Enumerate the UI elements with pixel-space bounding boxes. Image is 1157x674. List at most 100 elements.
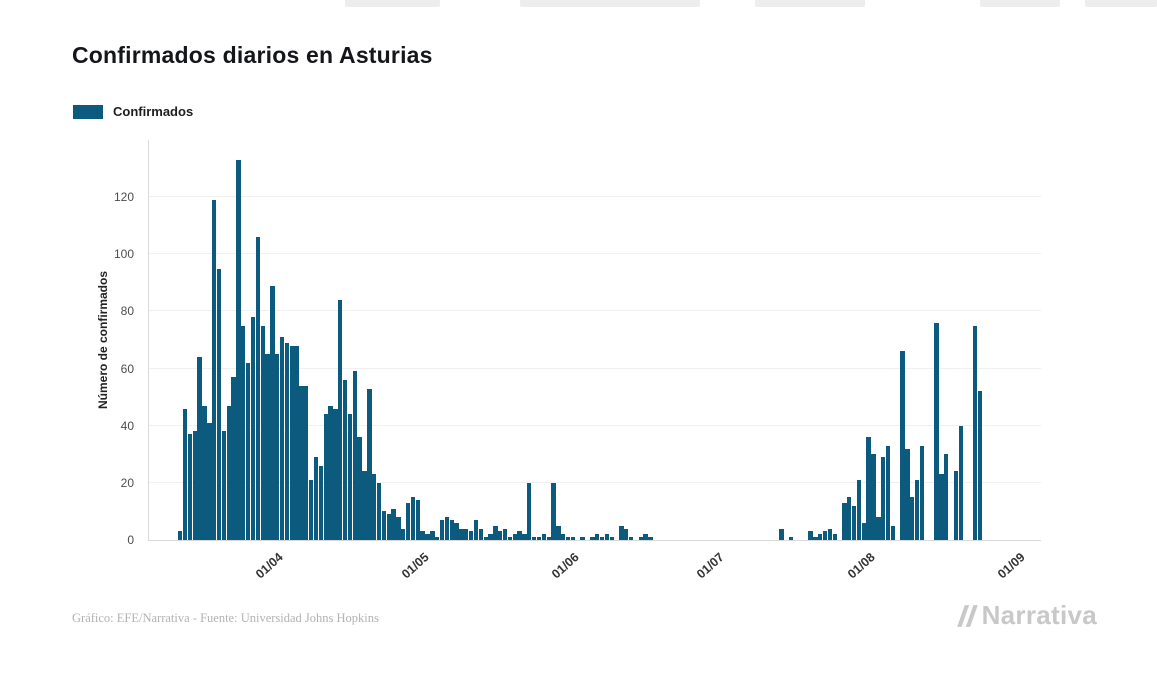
bar[interactable] xyxy=(202,405,207,540)
bar[interactable] xyxy=(546,537,551,540)
bar[interactable] xyxy=(464,528,469,540)
bar[interactable] xyxy=(483,537,488,540)
bar[interactable] xyxy=(914,480,920,540)
bar[interactable] xyxy=(590,537,595,540)
bar[interactable] xyxy=(488,534,493,540)
bar[interactable] xyxy=(536,537,542,540)
bar[interactable] xyxy=(284,342,290,540)
bar[interactable] xyxy=(934,322,939,540)
bar[interactable] xyxy=(977,391,983,540)
bar[interactable] xyxy=(847,497,852,540)
bar[interactable] xyxy=(866,437,871,540)
bar[interactable] xyxy=(648,537,653,540)
bar[interactable] xyxy=(207,422,212,540)
bar[interactable] xyxy=(362,471,367,540)
bar[interactable] xyxy=(299,385,304,540)
bar[interactable] xyxy=(827,528,833,540)
bar[interactable] xyxy=(953,471,959,540)
bar[interactable] xyxy=(289,345,294,540)
bar[interactable] xyxy=(788,537,794,540)
bar[interactable] xyxy=(958,425,963,540)
bar[interactable] xyxy=(885,445,891,540)
bar[interactable] xyxy=(861,522,866,540)
bar[interactable] xyxy=(561,534,566,540)
bar[interactable] xyxy=(342,380,348,540)
bar[interactable] xyxy=(294,345,299,540)
bar[interactable] xyxy=(604,534,610,540)
bar[interactable] xyxy=(478,528,483,540)
bar[interactable] xyxy=(531,537,537,540)
bar[interactable] xyxy=(405,502,411,540)
bar[interactable] xyxy=(347,414,353,540)
bar[interactable] xyxy=(449,520,454,540)
bar[interactable] xyxy=(391,508,396,540)
bar[interactable] xyxy=(522,534,527,540)
bar[interactable] xyxy=(270,285,275,540)
bar[interactable] xyxy=(381,511,387,540)
bar[interactable] xyxy=(541,534,547,540)
bar[interactable] xyxy=(507,537,513,540)
bar[interactable] xyxy=(910,497,915,540)
bar[interactable] xyxy=(619,525,624,540)
bar[interactable] xyxy=(493,525,498,540)
bar[interactable] xyxy=(372,474,377,540)
bar[interactable] xyxy=(609,537,614,540)
bar[interactable] xyxy=(260,325,265,540)
bar[interactable] xyxy=(498,531,503,540)
bar[interactable] xyxy=(459,528,464,540)
bar[interactable] xyxy=(435,537,440,540)
bar[interactable] xyxy=(439,520,445,540)
bar[interactable] xyxy=(279,337,285,540)
bar[interactable] xyxy=(818,534,823,540)
bar[interactable] xyxy=(842,502,847,540)
bar[interactable] xyxy=(871,454,876,540)
bar[interactable] xyxy=(595,534,600,540)
bar[interactable] xyxy=(881,457,886,540)
bar[interactable] xyxy=(517,531,522,540)
bar[interactable] xyxy=(512,534,517,540)
bar[interactable] xyxy=(425,534,430,540)
bar[interactable] xyxy=(275,354,280,540)
bar[interactable] xyxy=(944,454,949,540)
bar[interactable] xyxy=(638,537,643,540)
bar[interactable] xyxy=(182,408,188,540)
bar[interactable] xyxy=(565,537,571,540)
bar[interactable] xyxy=(221,431,227,540)
bar[interactable] xyxy=(352,371,357,540)
bar[interactable] xyxy=(357,437,362,540)
bar[interactable] xyxy=(333,408,338,540)
bar[interactable] xyxy=(255,237,260,540)
bar[interactable] xyxy=(250,317,256,540)
bar[interactable] xyxy=(570,537,576,540)
bar[interactable] xyxy=(231,377,236,540)
bar[interactable] xyxy=(241,325,246,540)
legend-item-confirmados[interactable]: Confirmados xyxy=(73,104,193,119)
bar[interactable] xyxy=(265,354,270,540)
bar[interactable] xyxy=(454,522,459,540)
bar[interactable] xyxy=(580,537,585,540)
bar[interactable] xyxy=(415,500,420,540)
bar[interactable] xyxy=(318,465,324,540)
bar[interactable] xyxy=(939,474,944,540)
bar[interactable] xyxy=(323,414,328,540)
bar[interactable] xyxy=(444,517,450,540)
bar[interactable] xyxy=(900,351,905,540)
bar[interactable] xyxy=(502,528,508,540)
bar[interactable] xyxy=(328,405,333,540)
bar[interactable] xyxy=(187,434,193,540)
bar[interactable] xyxy=(624,528,629,540)
bar[interactable] xyxy=(308,480,314,540)
bar[interactable] xyxy=(808,531,813,540)
bar[interactable] xyxy=(527,482,532,540)
bar[interactable] xyxy=(216,268,222,540)
bar[interactable] xyxy=(236,160,241,540)
bar[interactable] xyxy=(226,405,231,540)
bar[interactable] xyxy=(410,497,416,540)
bar[interactable] xyxy=(779,528,784,540)
bar[interactable] xyxy=(192,431,197,540)
bar[interactable] xyxy=(304,385,309,540)
bar[interactable] xyxy=(599,537,605,540)
bar[interactable] xyxy=(851,505,857,540)
bar[interactable] xyxy=(338,300,343,540)
bar[interactable] xyxy=(245,362,251,540)
